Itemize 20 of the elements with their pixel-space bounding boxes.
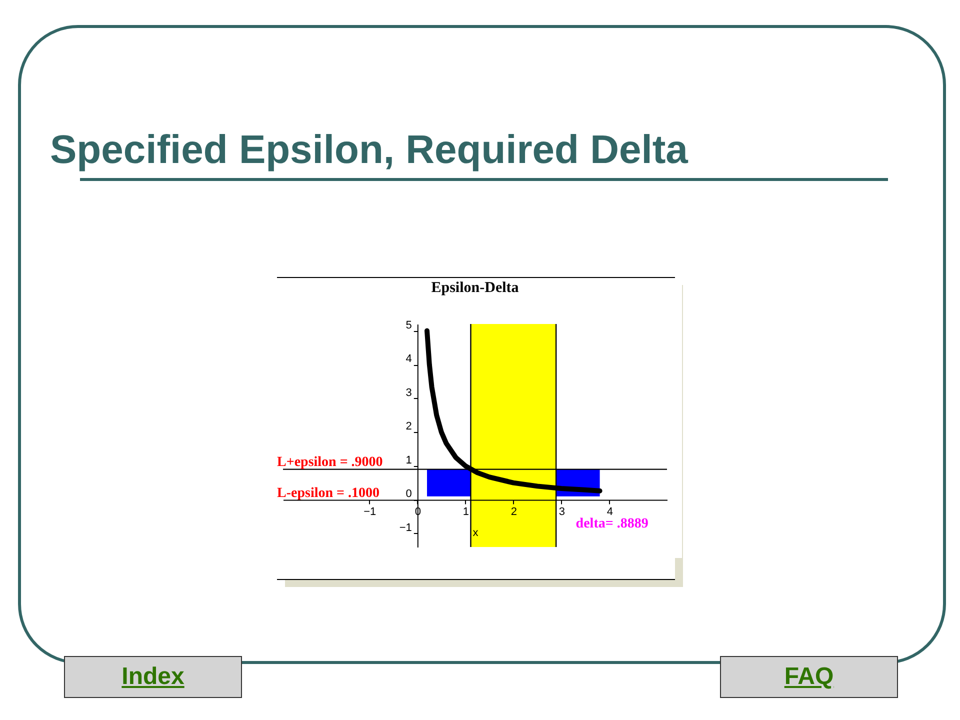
y-tick-label: 3 <box>406 386 412 399</box>
x-tick-label: 1 <box>462 506 469 518</box>
text: Index <box>64 656 242 698</box>
annotation: L+epsilon = .9000 <box>277 454 383 470</box>
y-tick-label: 4 <box>406 353 412 366</box>
chart-subtitle: Epsilon-Delta <box>431 280 520 296</box>
chart-title: Specified Epsilon, Required Delta <box>50 128 688 173</box>
y-tick-label: 0 <box>406 488 412 500</box>
y-tick-label: 1 <box>406 454 412 466</box>
x-tick-label: 3 <box>558 506 565 518</box>
x-tick-label: 4 <box>606 506 613 518</box>
annotation: L-epsilon = .1000 <box>277 486 380 501</box>
y-tick-label: 2 <box>406 420 412 433</box>
text: FAQ <box>720 656 898 698</box>
annotation: delta= .8889 <box>576 516 648 532</box>
y-tick-label: 5 <box>406 319 412 332</box>
y-tick-label: −1 <box>399 522 412 534</box>
x-axis-title: x <box>472 527 479 540</box>
x-tick-label: 2 <box>510 506 517 518</box>
x-tick-label: −1 <box>364 506 376 518</box>
